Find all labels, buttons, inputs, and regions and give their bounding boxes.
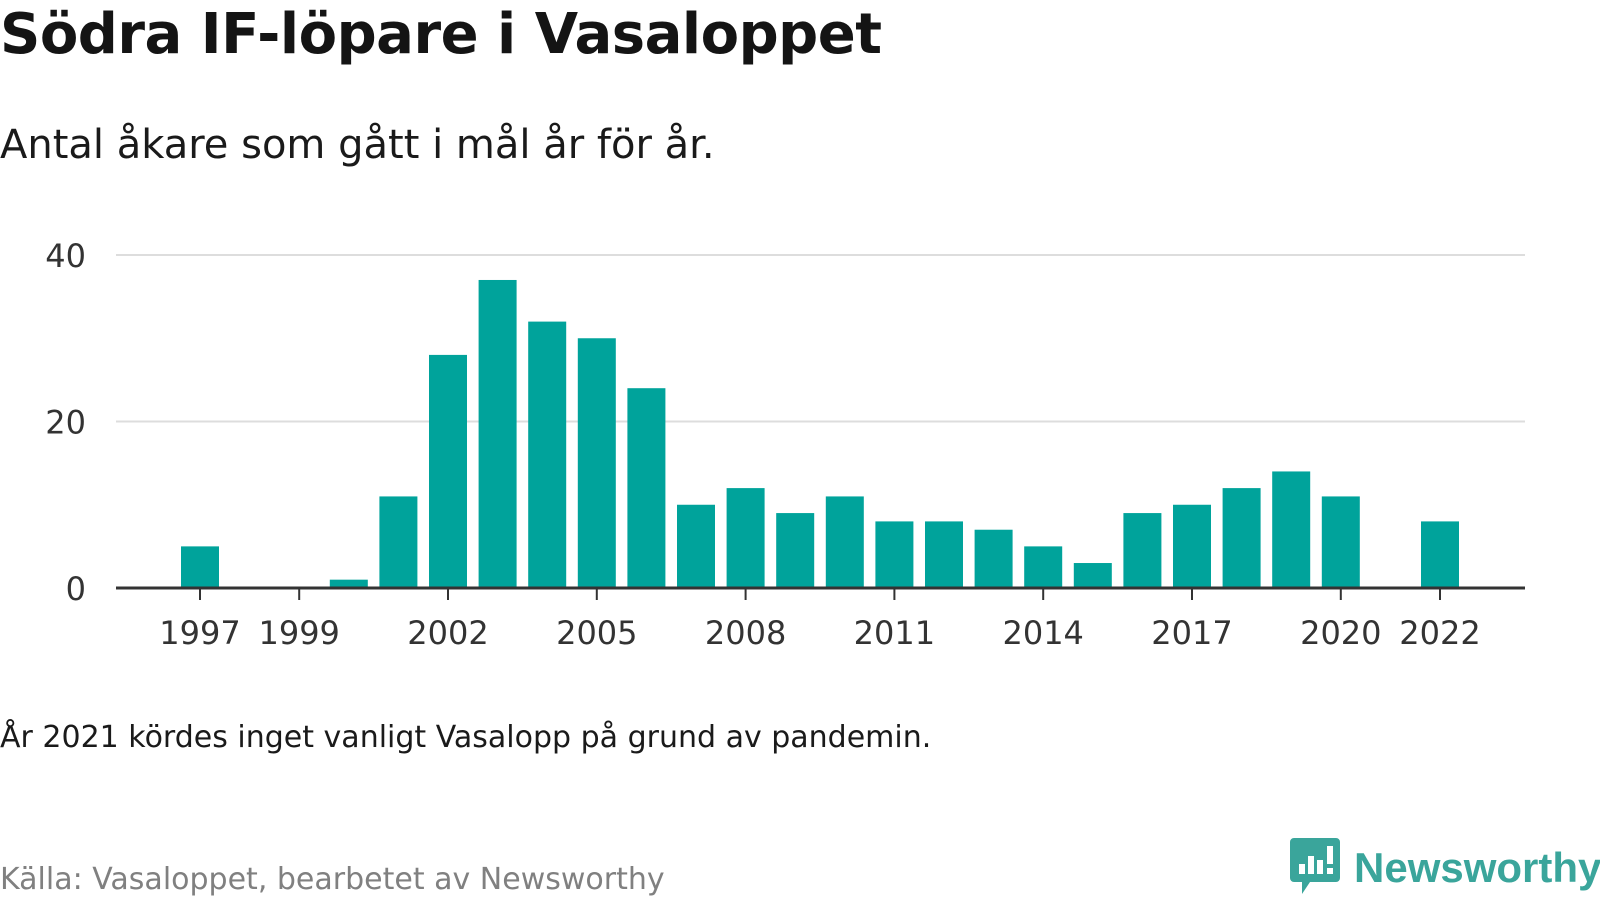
- x-tick-label: 2008: [705, 614, 786, 652]
- bar-2006: [627, 388, 666, 588]
- x-tick-label: 1997: [159, 614, 240, 652]
- bar-2001: [379, 496, 418, 588]
- bar-2017: [1173, 504, 1211, 588]
- y-tick-label: 20: [45, 404, 86, 442]
- brand-logo: Newsworthy: [1290, 838, 1600, 898]
- chart-title: Södra IF-löpare i Vasaloppet: [0, 2, 882, 67]
- bar-2011: [875, 521, 914, 588]
- x-tick-label: 1999: [258, 614, 339, 652]
- x-tick-label: 2020: [1300, 614, 1381, 652]
- y-tick-label: 0: [66, 570, 86, 608]
- x-tick-label: 2014: [1002, 614, 1083, 652]
- bar-2005: [577, 338, 616, 588]
- bar-2016: [1123, 513, 1162, 588]
- bar-1997: [181, 546, 219, 588]
- bar-2000: [329, 579, 368, 588]
- x-tick-label: 2011: [854, 614, 935, 652]
- bar-2002: [429, 354, 467, 588]
- chart-note: År 2021 kördes inget vanligt Vasalopp på…: [0, 720, 932, 755]
- bar-2004: [528, 321, 567, 588]
- bar-2008: [726, 488, 765, 588]
- newsworthy-logo-icon: [1290, 838, 1340, 898]
- bar-2022: [1421, 521, 1459, 588]
- chart-subtitle: Antal åkare som gått i mål år för år.: [0, 122, 715, 168]
- bar-2018: [1222, 488, 1261, 588]
- bar-2012: [925, 521, 963, 588]
- x-tick-label: 2005: [556, 614, 637, 652]
- source-credit: Källa: Vasaloppet, bearbetet av Newswort…: [0, 862, 665, 897]
- bar-2009: [776, 513, 815, 588]
- x-tick-label: 2002: [407, 614, 488, 652]
- brand-name: Newsworthy: [1354, 844, 1600, 891]
- bar-2015: [1073, 563, 1112, 588]
- bar-2003: [478, 279, 517, 588]
- bar-2019: [1272, 471, 1311, 588]
- bar-2014: [1024, 546, 1063, 588]
- bar-chart: 0 20 40 1997 1999 2002 2005 2008 2011 2014 2017 202…: [45, 237, 1525, 652]
- y-tick-label: 40: [45, 237, 86, 275]
- bar-2010: [825, 496, 864, 588]
- x-tick-label: 2022: [1399, 614, 1480, 652]
- x-tick-label: 2017: [1151, 614, 1232, 652]
- bar-2007: [677, 504, 715, 588]
- bar-2020: [1321, 496, 1360, 588]
- bar-2013: [974, 529, 1013, 588]
